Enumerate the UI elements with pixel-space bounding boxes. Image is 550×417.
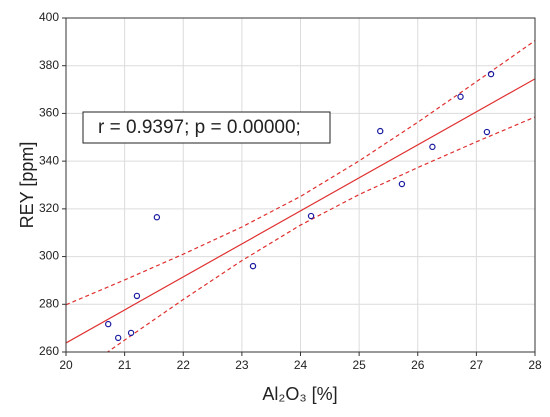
data-point — [429, 143, 436, 151]
x-tick-label: 27 — [470, 358, 484, 372]
data-point — [153, 214, 161, 221]
data-point — [398, 180, 406, 188]
data-point — [127, 329, 135, 337]
data-point — [457, 93, 464, 100]
confidence-band-upper — [66, 40, 535, 306]
y-axis-label: REY [ppm] — [17, 142, 37, 229]
data-point — [377, 127, 384, 135]
x-tick-label: 22 — [177, 358, 191, 372]
data-point — [249, 262, 257, 270]
x-tick-label: 21 — [118, 358, 132, 372]
y-tick-label: 280 — [39, 296, 59, 310]
x-tick-label: 25 — [352, 358, 366, 372]
x-axis-label: Al₂O₃ [%] — [262, 384, 337, 404]
x-tick-label: 26 — [411, 358, 425, 372]
regression-line — [66, 78, 535, 344]
annotation-box — [82, 111, 331, 144]
x-tick-label: 28 — [528, 358, 542, 372]
y-tick-label: 300 — [39, 249, 59, 263]
y-tick-label: 260 — [39, 344, 59, 358]
x-tick-label: 24 — [294, 358, 308, 372]
y-tick-label: 400 — [39, 10, 59, 24]
data-point — [114, 334, 122, 342]
x-tick-label: 20 — [59, 358, 73, 372]
confidence-band-lower — [106, 116, 535, 352]
y-tick-label: 340 — [39, 153, 59, 167]
y-tick-label: 320 — [39, 201, 59, 215]
y-tick-label: 380 — [39, 58, 59, 72]
plot-marks — [66, 40, 535, 352]
data-point — [133, 292, 141, 300]
data-point — [487, 70, 495, 78]
data-point — [105, 320, 112, 328]
annotation: r = 0.9397; p = 0.00000; — [98, 117, 301, 138]
data-point — [483, 128, 491, 136]
y-tick-label: 360 — [39, 106, 59, 120]
data-point — [307, 212, 315, 220]
x-tick-label: 23 — [235, 358, 249, 372]
